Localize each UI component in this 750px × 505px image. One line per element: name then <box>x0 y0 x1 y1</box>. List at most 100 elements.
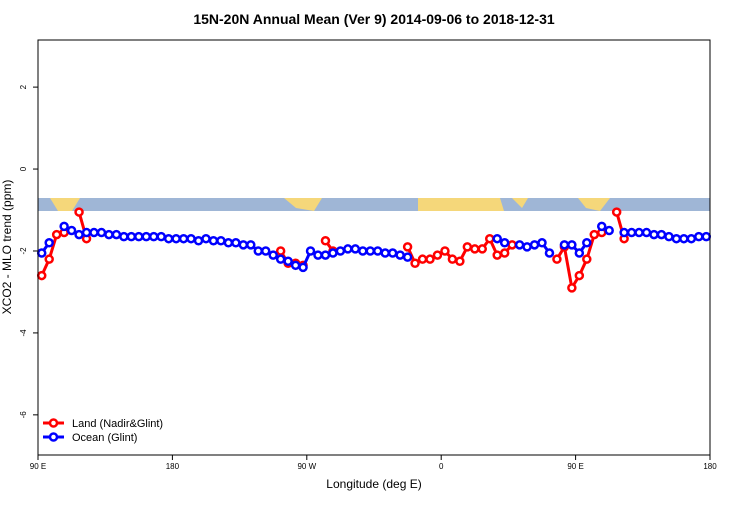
point <box>119 231 129 242</box>
point <box>36 248 47 258</box>
point <box>582 238 592 248</box>
y-tick-label: -6 <box>19 411 28 419</box>
legend-label: Land (Nadir&Glint) <box>72 418 163 430</box>
point <box>499 238 510 248</box>
point <box>679 233 689 244</box>
point <box>402 242 413 252</box>
y-tick-label: 2 <box>19 84 28 89</box>
point <box>335 246 346 256</box>
point <box>44 238 54 248</box>
point <box>470 244 480 254</box>
point <box>492 250 502 260</box>
point <box>305 246 316 256</box>
point <box>589 229 600 240</box>
point <box>201 233 211 244</box>
point <box>522 242 532 252</box>
point <box>641 227 652 238</box>
point <box>552 254 562 264</box>
point <box>664 231 674 242</box>
x-tick-label: 180 <box>166 462 180 471</box>
point <box>178 233 189 244</box>
point <box>634 227 644 238</box>
legend-marker <box>48 432 59 442</box>
y-tick-label: -4 <box>19 329 28 337</box>
point <box>96 227 107 238</box>
point <box>514 240 525 250</box>
point <box>253 246 264 256</box>
point <box>111 229 122 240</box>
point <box>656 229 667 240</box>
point <box>671 233 682 244</box>
chart-title: 15N-20N Annual Mean (Ver 9) 2014-09-06 t… <box>193 11 555 27</box>
point <box>582 254 592 264</box>
point <box>447 254 458 264</box>
x-axis-label: Longitude (deg E) <box>326 477 421 491</box>
point <box>313 250 323 260</box>
point <box>567 283 577 293</box>
point <box>66 225 77 236</box>
y-tick-label: 0 <box>19 166 28 171</box>
point <box>417 254 428 264</box>
point <box>74 207 84 217</box>
legend-marker <box>48 418 59 428</box>
point <box>604 225 614 236</box>
point <box>193 235 204 246</box>
point <box>387 248 398 258</box>
point <box>462 242 473 252</box>
point <box>148 231 159 242</box>
point <box>298 262 308 273</box>
y-tick-label: -2 <box>19 247 28 255</box>
point <box>619 227 629 238</box>
x-tick-label: 90 W <box>297 462 316 471</box>
point <box>290 260 301 271</box>
point <box>432 250 443 260</box>
point <box>328 248 338 258</box>
point <box>320 250 331 260</box>
point <box>574 270 585 281</box>
point <box>507 240 517 250</box>
point <box>395 250 405 260</box>
point <box>649 229 659 240</box>
point <box>529 240 540 250</box>
x-tick-label: 90 E <box>30 462 46 471</box>
point <box>484 233 495 244</box>
point <box>74 229 84 240</box>
point <box>343 244 353 254</box>
point <box>59 221 69 232</box>
point <box>358 246 368 256</box>
point <box>402 252 413 262</box>
legend-label: Ocean (Glint) <box>72 432 137 444</box>
point <box>216 235 226 246</box>
point <box>171 233 181 244</box>
point <box>81 227 92 238</box>
point <box>440 246 450 256</box>
point <box>611 207 622 217</box>
point <box>246 240 256 250</box>
point <box>574 248 585 258</box>
point <box>372 246 383 256</box>
point <box>283 256 293 266</box>
point <box>231 238 241 248</box>
point <box>455 256 465 266</box>
point <box>686 233 697 244</box>
point <box>499 248 510 258</box>
x-tick-label: 180 <box>703 462 717 471</box>
point <box>134 231 144 242</box>
point <box>36 270 47 281</box>
point <box>238 240 249 250</box>
point <box>186 233 196 244</box>
point <box>223 238 234 248</box>
point <box>156 231 166 242</box>
x-tick-label: 0 <box>439 462 444 471</box>
point <box>141 231 152 242</box>
point <box>268 250 278 260</box>
point <box>275 254 286 264</box>
map-strip <box>38 198 710 211</box>
point <box>44 254 54 264</box>
point <box>260 246 271 256</box>
point <box>596 221 607 232</box>
point <box>208 235 219 246</box>
point <box>544 248 555 258</box>
x-tick-label: 90 E <box>567 462 583 471</box>
point <box>275 246 286 256</box>
